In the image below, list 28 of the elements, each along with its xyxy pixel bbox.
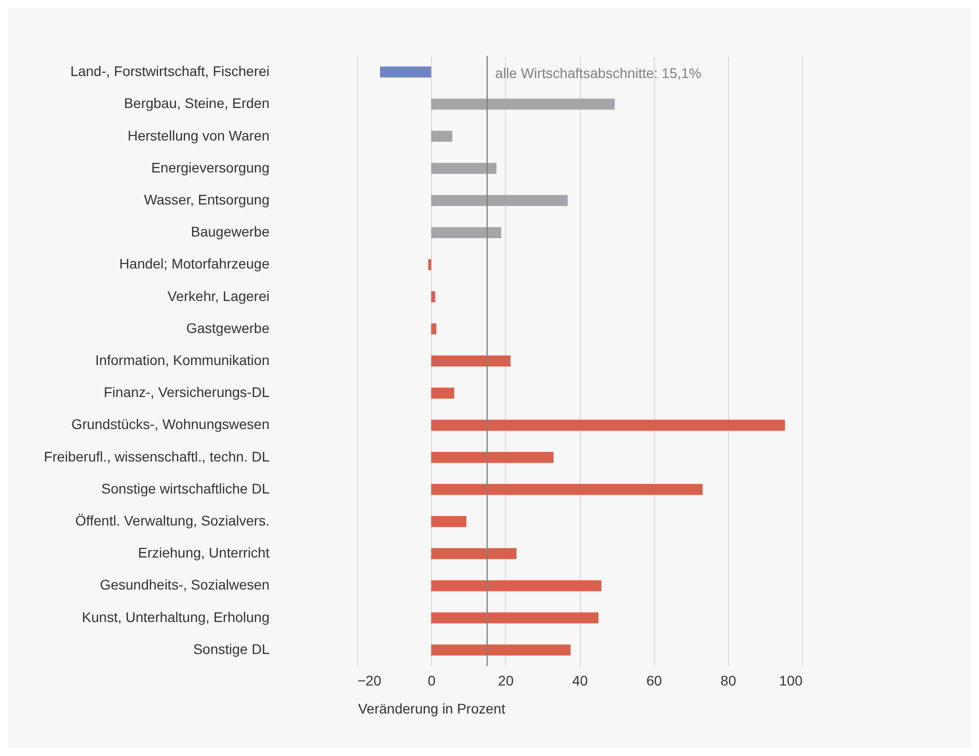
y-tick-label: Gastgewerbe [186, 320, 270, 336]
y-tick-label: Sonstige DL [193, 640, 270, 657]
y-tick-label: Herstellung von Waren [128, 127, 270, 144]
x-tick-label: 100 [779, 672, 803, 688]
y-tick-label: Information, Kommunikation [95, 352, 270, 368]
y-tick-label: Sonstige wirtschaftliche DL [101, 480, 270, 496]
y-tick-label: Handel; Motorfahrzeuge [119, 256, 270, 272]
y-tick-label: Baugewerbe [190, 224, 270, 240]
x-tick-label: 20 [498, 672, 514, 688]
y-tick-label: Grundstücks-, Wohnungswesen [71, 416, 270, 432]
y-tick-label: Kunst, Unterhaltung, Erholung [82, 608, 270, 625]
y-tick-label: Öffentl. Verwaltung, Sozialvers. [75, 512, 270, 529]
x-axis-title: Veränderung in Prozent [358, 700, 506, 716]
ref-line-label: alle Wirtschaftsabschnitte: 15,1% [495, 65, 702, 81]
y-tick-label: Erziehung, Unterricht [138, 544, 270, 561]
x-tick-label: 60 [646, 672, 662, 688]
y-tick-label: Bergbau, Steine, Erden [124, 95, 270, 112]
y-tick-label: Land-, Forstwirtschaft, Fischerei [70, 63, 270, 80]
x-tick-label: 0 [428, 672, 436, 688]
y-tick-label: Verkehr, Lagerei [168, 288, 270, 304]
y-tick-label: Wasser, Entsorgung [144, 191, 270, 208]
x-tick-label: −20 [358, 672, 382, 688]
y-tick-label: Freiberufl., wissenschaftl., techn. DL [44, 448, 270, 464]
y-tick-label: Finanz-, Versicherungs-DL [104, 384, 270, 400]
x-tick-label: 80 [720, 672, 736, 688]
y-tick-label: Gesundheits-, Sozialwesen [100, 576, 270, 593]
y-tick-label: Energieversorgung [151, 159, 270, 176]
x-tick-label: 40 [572, 672, 588, 688]
